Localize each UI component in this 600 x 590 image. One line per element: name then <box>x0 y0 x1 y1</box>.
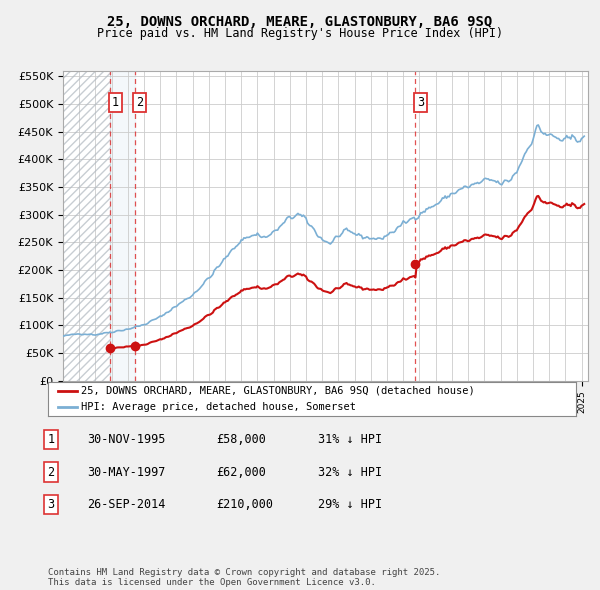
Text: 25, DOWNS ORCHARD, MEARE, GLASTONBURY, BA6 9SQ: 25, DOWNS ORCHARD, MEARE, GLASTONBURY, B… <box>107 15 493 29</box>
Text: HPI: Average price, detached house, Somerset: HPI: Average price, detached house, Some… <box>81 402 356 412</box>
Text: 3: 3 <box>47 498 55 511</box>
Text: 1: 1 <box>112 96 119 109</box>
Text: 32% ↓ HPI: 32% ↓ HPI <box>318 466 382 478</box>
Text: £58,000: £58,000 <box>216 433 266 446</box>
Text: £210,000: £210,000 <box>216 498 273 511</box>
Text: 25, DOWNS ORCHARD, MEARE, GLASTONBURY, BA6 9SQ (detached house): 25, DOWNS ORCHARD, MEARE, GLASTONBURY, B… <box>81 386 475 396</box>
Text: Price paid vs. HM Land Registry's House Price Index (HPI): Price paid vs. HM Land Registry's House … <box>97 27 503 40</box>
Text: Contains HM Land Registry data © Crown copyright and database right 2025.
This d: Contains HM Land Registry data © Crown c… <box>48 568 440 587</box>
Text: 1: 1 <box>47 433 55 446</box>
Text: 26-SEP-2014: 26-SEP-2014 <box>87 498 166 511</box>
Bar <box>110 71 134 381</box>
Text: 2: 2 <box>136 96 143 109</box>
Text: 30-MAY-1997: 30-MAY-1997 <box>87 466 166 478</box>
Text: 29% ↓ HPI: 29% ↓ HPI <box>318 498 382 511</box>
Text: 30-NOV-1995: 30-NOV-1995 <box>87 433 166 446</box>
Text: £62,000: £62,000 <box>216 466 266 478</box>
Text: 3: 3 <box>417 96 424 109</box>
Text: 31% ↓ HPI: 31% ↓ HPI <box>318 433 382 446</box>
Text: 2: 2 <box>47 466 55 478</box>
